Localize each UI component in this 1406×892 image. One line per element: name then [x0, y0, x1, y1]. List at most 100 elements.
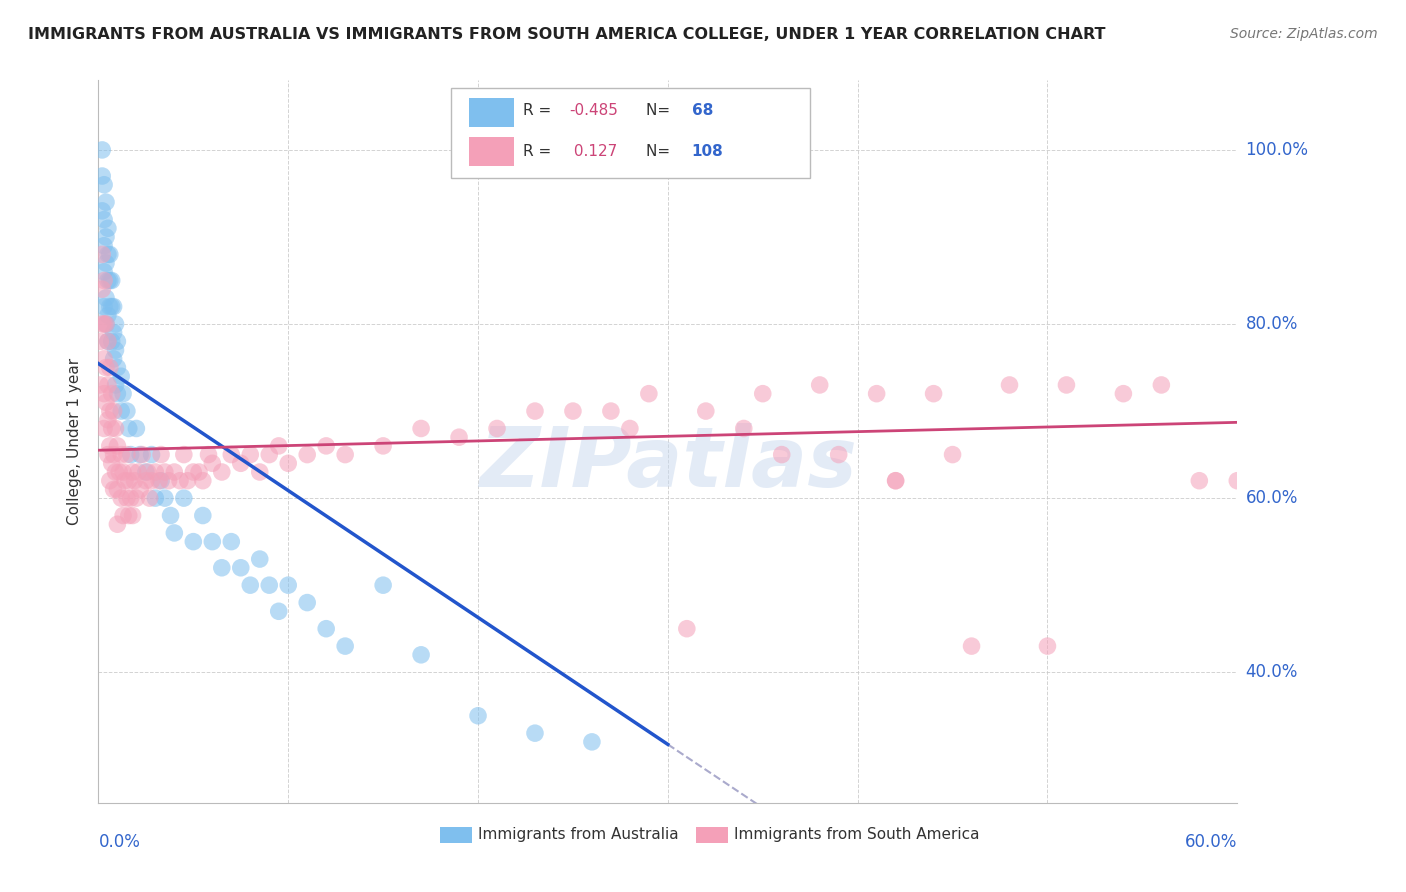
Point [828, 448, 851, 462]
Point [942, 448, 965, 462]
Text: 0.127: 0.127 [569, 145, 617, 160]
Point [449, 430, 471, 444]
Point [103, 351, 125, 366]
Point [733, 421, 755, 435]
Point [1112, 386, 1135, 401]
Point [148, 474, 170, 488]
Point [150, 474, 173, 488]
Bar [468, 98, 515, 127]
Point [486, 421, 509, 435]
Point [277, 578, 299, 592]
Point [98, 474, 121, 488]
Point [335, 639, 357, 653]
Point [94, 395, 117, 409]
Point [239, 448, 262, 462]
Point [100, 273, 122, 287]
Point [467, 708, 489, 723]
Text: Immigrants from Australia: Immigrants from Australia [478, 827, 678, 842]
Point [136, 465, 159, 479]
Point [97, 413, 120, 427]
Point [153, 465, 176, 479]
Point [131, 448, 153, 462]
Point [103, 326, 125, 340]
Point [249, 465, 271, 479]
Point [150, 448, 173, 462]
Point [221, 534, 243, 549]
Point [411, 421, 433, 435]
Point [191, 474, 214, 488]
Point [267, 439, 290, 453]
Point [188, 465, 211, 479]
Point [229, 456, 252, 470]
Text: 68: 68 [692, 103, 713, 118]
Point [153, 491, 176, 505]
Point [866, 386, 889, 401]
Point [104, 465, 127, 479]
Point [94, 256, 117, 270]
Point [98, 273, 121, 287]
Point [163, 525, 186, 540]
Point [94, 317, 117, 331]
Point [118, 474, 141, 488]
Text: ZIPatlas: ZIPatlas [479, 423, 856, 504]
Text: N=: N= [647, 145, 675, 160]
Point [124, 474, 146, 488]
Y-axis label: College, Under 1 year: College, Under 1 year [67, 358, 83, 525]
Point [600, 404, 623, 418]
Point [107, 386, 129, 401]
Point [110, 491, 132, 505]
Point [110, 448, 132, 462]
Point [91, 203, 114, 218]
Point [211, 465, 233, 479]
Point [110, 404, 132, 418]
Point [267, 604, 290, 618]
Point [121, 508, 143, 523]
Point [411, 648, 433, 662]
Point [97, 448, 120, 462]
Point [97, 334, 120, 349]
Point [922, 386, 945, 401]
Point [98, 300, 121, 314]
Point [112, 386, 135, 401]
Point [118, 508, 141, 523]
Point [93, 265, 115, 279]
Bar [696, 827, 728, 843]
Point [98, 247, 121, 261]
Point [118, 421, 141, 435]
Point [884, 474, 907, 488]
Point [103, 300, 125, 314]
Point [107, 439, 129, 453]
Point [103, 404, 125, 418]
Point [120, 491, 142, 505]
Point [129, 448, 152, 462]
Point [107, 483, 129, 497]
Point [93, 273, 115, 287]
Point [676, 622, 699, 636]
Text: R =: R = [523, 145, 557, 160]
Point [524, 404, 547, 418]
Point [1188, 474, 1211, 488]
Point [94, 195, 117, 210]
Point [107, 517, 129, 532]
Point [201, 534, 224, 549]
Text: IMMIGRANTS FROM AUSTRALIA VS IMMIGRANTS FROM SOUTH AMERICA COLLEGE, UNDER 1 YEAR: IMMIGRANTS FROM AUSTRALIA VS IMMIGRANTS … [28, 27, 1105, 42]
Point [93, 421, 115, 435]
Point [89, 334, 111, 349]
Point [524, 726, 547, 740]
Point [259, 448, 281, 462]
Point [112, 465, 135, 479]
Text: 108: 108 [692, 145, 724, 160]
Point [141, 448, 163, 462]
Point [998, 378, 1021, 392]
Point [97, 247, 120, 261]
Point [97, 308, 120, 322]
Text: 100.0%: 100.0% [1246, 141, 1309, 159]
Point [93, 351, 115, 366]
Point [135, 465, 157, 479]
Point [562, 404, 585, 418]
Point [960, 639, 983, 653]
Point [145, 465, 167, 479]
Point [173, 491, 195, 505]
Point [183, 534, 205, 549]
Point [1056, 378, 1078, 392]
